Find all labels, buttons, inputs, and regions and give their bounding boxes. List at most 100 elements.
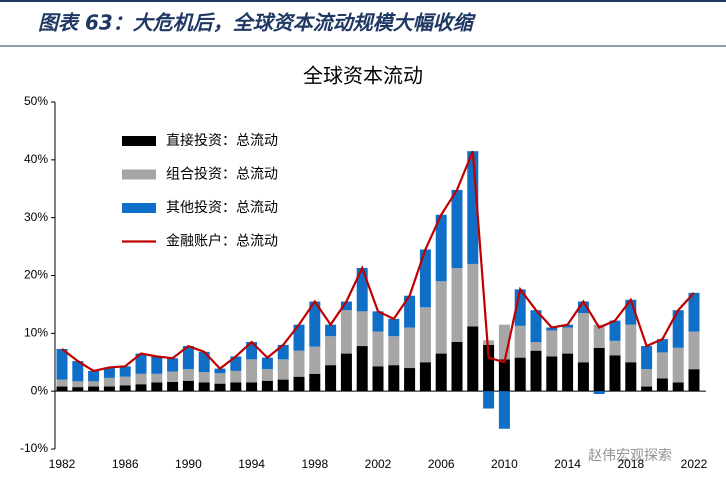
bar [483, 391, 495, 409]
bar [230, 382, 242, 392]
bar [388, 318, 400, 337]
bar [356, 267, 368, 312]
bar [88, 386, 100, 392]
bar [388, 336, 400, 366]
bar [230, 370, 242, 383]
bar [625, 299, 637, 325]
bar [103, 377, 115, 387]
bar [672, 310, 684, 348]
y-tick-label: 50% [24, 94, 48, 108]
y-tick-label: 30% [24, 210, 48, 224]
x-tick-label: 2022 [681, 457, 708, 471]
bar [451, 189, 463, 268]
bar [609, 340, 621, 356]
bar [467, 326, 479, 392]
bar [56, 379, 68, 387]
bar [167, 381, 179, 392]
bar [546, 330, 558, 357]
bar [577, 313, 589, 363]
watermark: 赵伟宏观探索 [588, 447, 672, 464]
bar [72, 361, 84, 382]
bar [419, 307, 431, 363]
bar [546, 356, 558, 392]
bar [119, 366, 131, 377]
bar [435, 281, 447, 354]
x-tick-label: 1998 [301, 457, 328, 471]
x-tick-label: 2014 [554, 457, 581, 471]
bar [419, 362, 431, 392]
bar [372, 331, 384, 367]
bar [246, 342, 258, 360]
x-tick-label: 2010 [491, 457, 518, 471]
bar [309, 346, 321, 374]
bar [483, 344, 495, 392]
bar [641, 369, 653, 387]
bar [277, 379, 289, 392]
header-title: 图表 63：大危机后，全球资本流动规模大幅收缩 [38, 11, 477, 35]
bar [641, 386, 653, 392]
bar [356, 346, 368, 392]
bar [198, 382, 210, 392]
bar [688, 292, 700, 332]
bar [135, 384, 147, 392]
bar [404, 327, 416, 369]
x-tick-label: 2006 [428, 457, 455, 471]
bar [56, 348, 68, 380]
bar [514, 289, 526, 326]
legend-swatch [122, 169, 156, 180]
bar [562, 327, 574, 354]
bar [56, 386, 68, 392]
bar [230, 356, 242, 371]
bar [72, 387, 84, 392]
bar [293, 350, 305, 377]
bar [388, 365, 400, 392]
bar [277, 359, 289, 380]
bar [641, 346, 653, 370]
bar [214, 368, 226, 374]
legend-label: 组合投资：总流动 [166, 167, 278, 183]
bar [404, 295, 416, 328]
bar [261, 380, 273, 392]
bar [182, 369, 194, 381]
bar [467, 151, 479, 264]
bar [688, 369, 700, 392]
bar [277, 344, 289, 360]
bar [198, 372, 210, 383]
bar [356, 311, 368, 347]
line [61, 150, 695, 373]
bar [577, 301, 589, 314]
bar [261, 357, 273, 370]
y-tick-label: 10% [24, 326, 48, 340]
bar [135, 373, 147, 385]
bar [246, 382, 258, 392]
bar [609, 355, 621, 392]
bar [656, 339, 668, 353]
y-tick-label: 0% [31, 383, 49, 397]
bar [672, 382, 684, 392]
x-tick-label: 1994 [238, 457, 265, 471]
bar [562, 324, 574, 328]
bar [483, 340, 495, 345]
legend-swatch [122, 203, 156, 213]
bar [246, 359, 258, 383]
bar [514, 357, 526, 392]
x-tick-label: 2018 [617, 457, 644, 471]
bar [119, 376, 131, 386]
bar [182, 346, 194, 370]
bar [72, 381, 84, 388]
bar [198, 351, 210, 373]
bar [419, 249, 431, 308]
bar [530, 342, 542, 351]
legend-label: 其他投资：总流动 [166, 200, 278, 216]
bar [340, 353, 352, 392]
x-tick-label: 1982 [49, 457, 76, 471]
bar [372, 311, 384, 332]
bar [88, 381, 100, 387]
bar [498, 359, 510, 392]
bar [656, 352, 668, 379]
bar [404, 368, 416, 392]
bar [372, 366, 384, 392]
bar [167, 371, 179, 382]
bar [103, 386, 115, 392]
